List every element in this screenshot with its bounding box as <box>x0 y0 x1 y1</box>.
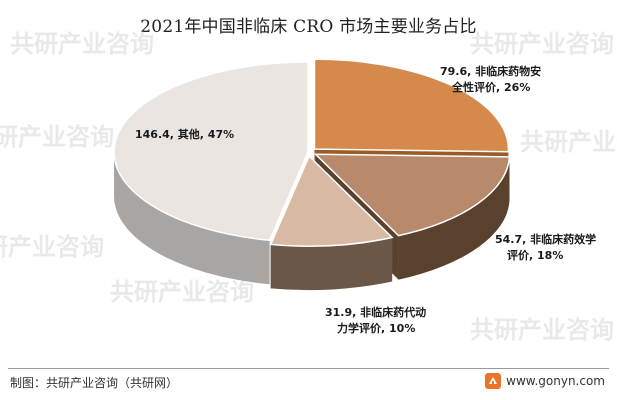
website-credit[interactable]: www.gonyn.com <box>485 373 605 389</box>
pie-slice <box>113 61 309 242</box>
footer-divider <box>8 368 609 369</box>
slice-data-label: 31.9, 非临床药代动 <box>325 305 426 319</box>
chart-title: 2021年中国非临床 CRO 市场主要业务占比 <box>140 17 477 37</box>
pie-slice <box>269 154 394 247</box>
slice-data-label: 力学评价, 10% <box>337 321 415 335</box>
slice-data-label: 79.6, 非临床药物安 <box>440 64 541 78</box>
pie-slice-side <box>398 156 510 280</box>
pie-slice-side <box>114 152 270 285</box>
slice-data-label: 146.4, 其他, 47% <box>135 127 234 141</box>
website-url[interactable]: www.gonyn.com <box>506 374 605 388</box>
slice-data-label: 全性评价, 26% <box>451 80 530 94</box>
gonyn-logo-icon <box>485 373 502 389</box>
source-note: 制图：共研产业咨询（共研网） <box>10 376 179 390</box>
slice-data-label: 54.7, 非临床药效学 <box>495 232 596 246</box>
slice-data-label: 评价, 18% <box>507 249 563 262</box>
pie-slice <box>313 58 510 153</box>
pie-slice <box>313 153 511 237</box>
pie-tops <box>113 58 511 247</box>
